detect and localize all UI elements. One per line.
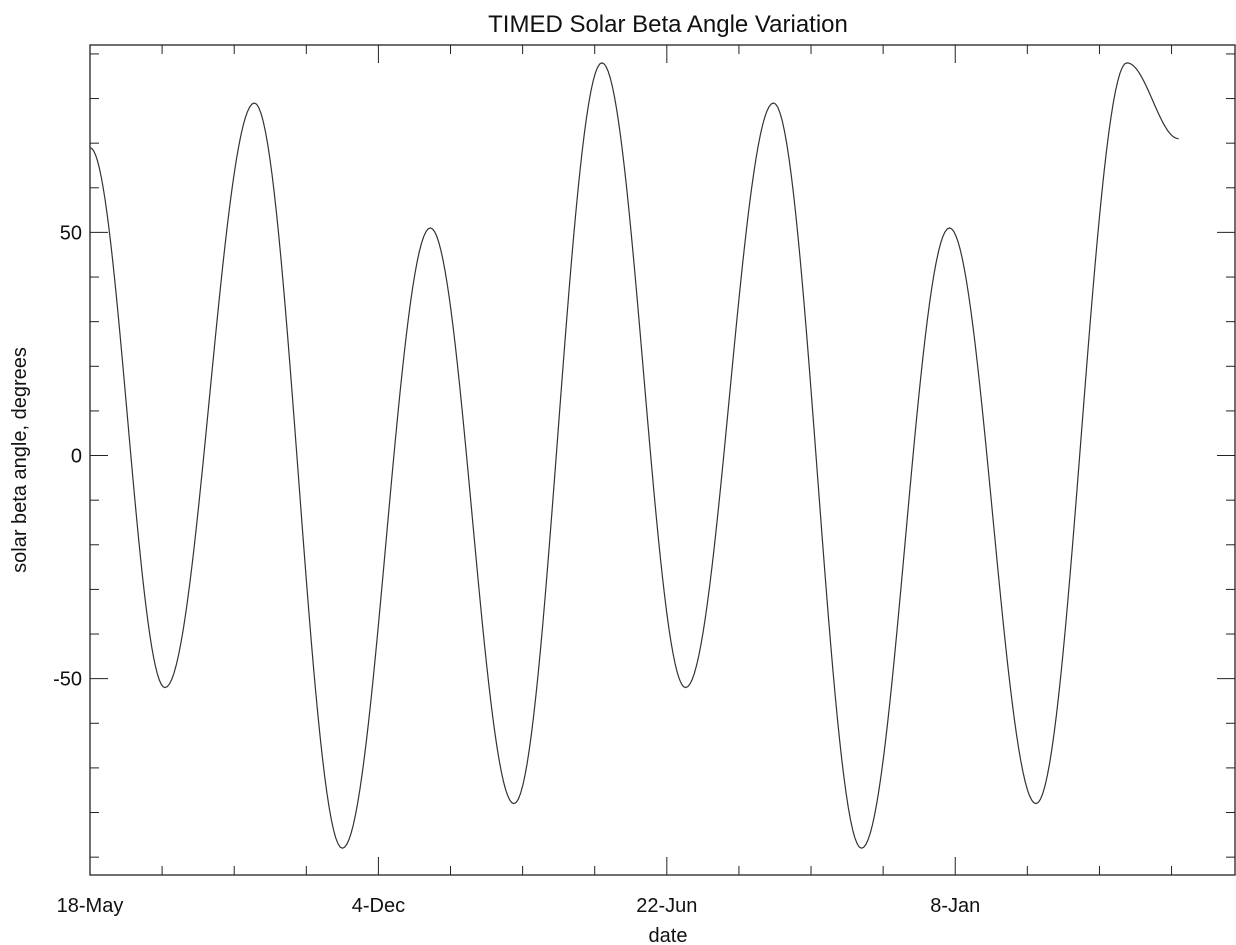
x-axis-label: date [649, 925, 688, 945]
x-tick-label: 22-Jun [636, 895, 697, 917]
y-axis-ticks: 50 0 -50 [53, 53, 1235, 858]
chart-title: TIMED Solar Beta Angle Variation [488, 11, 848, 38]
x-axis-ticks: 18-May 4-Dec 22-Jun 8-Jan [57, 45, 1173, 917]
x-tick-label: 4-Dec [352, 895, 405, 917]
y-tick-label: 50 [60, 222, 82, 244]
y-tick-label: 0 [71, 446, 82, 468]
y-axis-label: solar beta angle, degrees [9, 347, 31, 573]
series-line-0 [89, 62, 1179, 849]
series-layer [89, 62, 1179, 849]
x-tick-label: 18-May [57, 895, 124, 917]
plot-frame [89, 44, 1236, 876]
y-tick-label: -50 [53, 669, 82, 691]
x-tick-label: 8-Jan [930, 895, 980, 917]
